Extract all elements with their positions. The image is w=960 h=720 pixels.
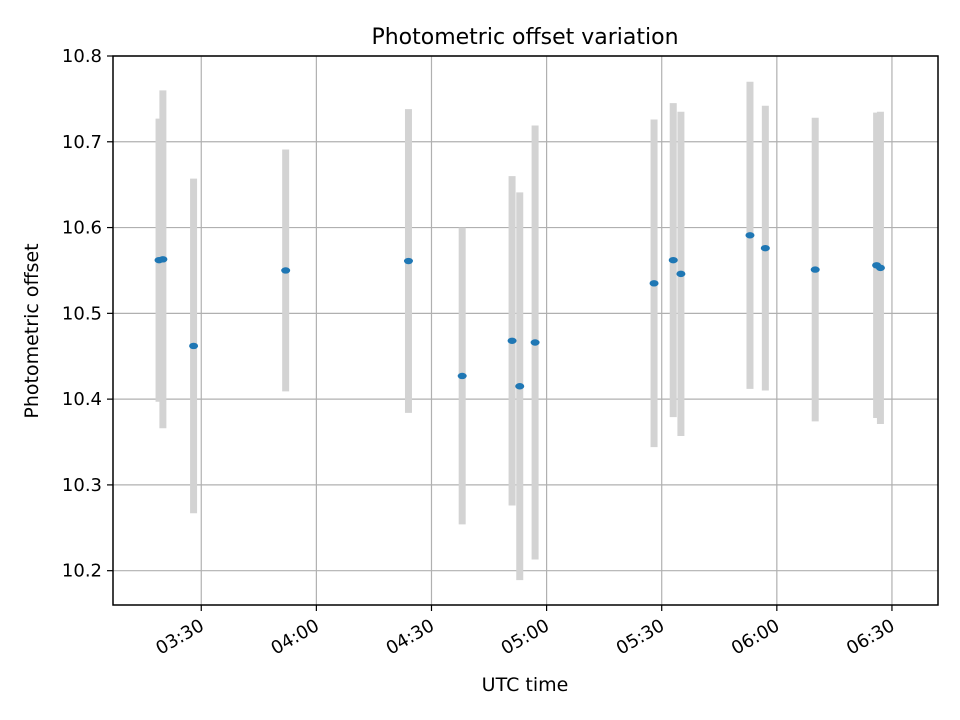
data-point [676,270,686,278]
data-point [745,232,755,239]
data-point [281,267,291,274]
axis-ticks: 10.2 10.3 10.4 10.5 10.6 10.7 10.8 03:30 04:00 04… [62,46,899,659]
y-tick-label: 10.2 [62,561,102,582]
y-tick-label: 10.3 [62,475,102,496]
x-tick-label: 05:30 [613,615,668,659]
data-point [507,337,517,344]
x-tick-label: 04:30 [383,615,438,659]
plot-frame [112,55,939,606]
y-tick-label: 10.5 [62,303,102,324]
x-tick-label: 06:00 [728,615,783,659]
grid-lines [113,55,938,605]
x-tick-label: 04:00 [267,615,322,659]
data-point [649,280,659,287]
data-point [810,266,820,273]
data-point [668,256,678,264]
y-tick-label: 10.8 [62,46,102,67]
x-axis-label: UTC time [482,674,569,696]
data-point [875,264,885,272]
x-tick-label: 06:30 [843,615,898,659]
y-tick-label: 10.7 [62,132,102,153]
y-tick-label: 10.4 [62,389,102,410]
data-point [760,244,770,252]
y-axis-label: Photometric offset [21,243,43,418]
data-point [158,256,168,263]
data-point [189,342,199,350]
y-tick-label: 10.6 [62,218,102,239]
x-tick-label: 05:00 [498,615,553,659]
data-point [457,372,467,380]
data-point [515,383,525,390]
data-point [530,339,540,346]
x-tick-label: 03:30 [152,615,207,659]
error-bars [155,81,884,581]
chart-title: Photometric offset variation [371,25,678,50]
data-point [403,257,413,265]
data-points [154,232,885,390]
